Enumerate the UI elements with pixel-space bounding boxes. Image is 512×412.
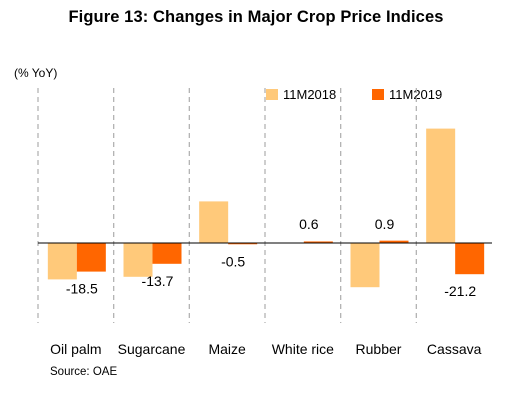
legend-label-11m2018: 11M2018: [283, 87, 337, 102]
data-label: -18.5: [66, 281, 98, 297]
x-tick-label: Oil palm: [50, 341, 101, 357]
bar-11m2018-maize: [199, 201, 229, 243]
legend-label-11m2019: 11M2019: [389, 87, 443, 102]
data-label: -0.5: [221, 253, 245, 269]
bar-11m2018-cassava: [426, 128, 456, 243]
bar-11m2018-oil-palm: [47, 243, 77, 280]
data-label: -13.7: [142, 273, 174, 289]
chart-title: Figure 13: Changes in Major Crop Price I…: [68, 8, 444, 26]
y-axis-label: (% YoY): [14, 66, 58, 80]
data-label: 0.9: [375, 216, 395, 232]
bar-11m2019-oil-palm: [76, 243, 106, 272]
legend-swatch-11m2018: [266, 89, 278, 100]
source-note: Source: OAE: [50, 366, 118, 378]
x-tick-label: Rubber: [356, 341, 402, 357]
x-tick-label: Maize: [208, 341, 246, 357]
data-label: 0.6: [299, 216, 319, 232]
bar-11m2019-cassava: [455, 243, 485, 275]
x-tick-label: White rice: [272, 341, 334, 357]
legend-swatch-11m2019: [372, 89, 384, 100]
bar-11m2019-sugarcane: [152, 243, 182, 264]
bar-11m2018-rubber: [350, 243, 380, 288]
data-label: -21.2: [444, 283, 476, 299]
bar-11m2019-maize: [228, 243, 258, 245]
bar-11m2019-white-rice: [303, 241, 333, 243]
bar-11m2019-rubber: [379, 240, 409, 243]
x-tick-label: Sugarcane: [118, 341, 186, 357]
bar-11m2018-sugarcane: [123, 243, 153, 277]
x-tick-label: Cassava: [427, 341, 482, 357]
